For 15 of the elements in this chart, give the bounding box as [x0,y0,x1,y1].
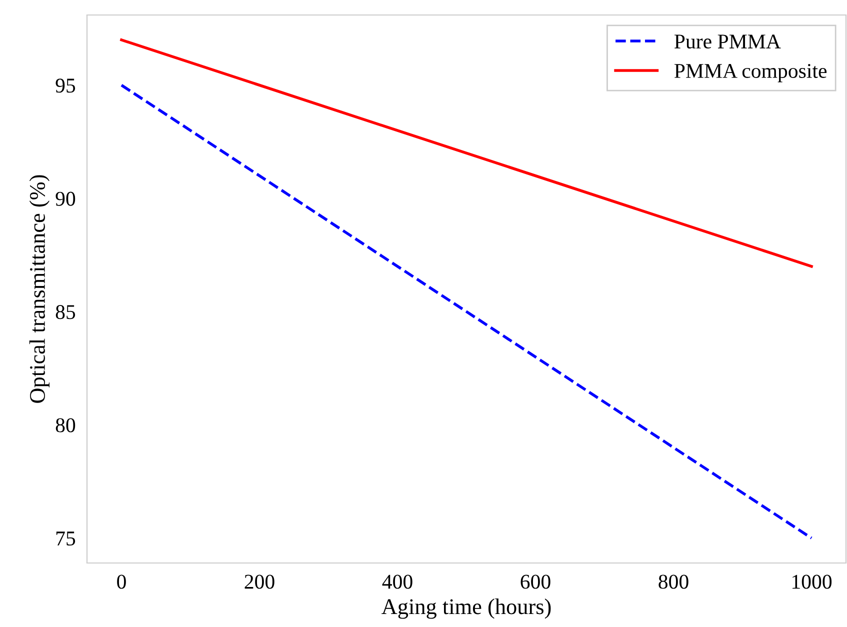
y-tick-label: 85 [56,305,76,320]
y-tick-label: 95 [56,78,76,93]
y-tick-label: 90 [56,192,76,206]
x-axis-title: Aging time (hours) [382,598,551,619]
y-axis-title: Optical transmittance (%) [29,175,50,403]
legend-label: Pure PMMA [674,34,781,49]
legend-label: PMMA composite [674,64,827,82]
y-tick-label: 75 [56,532,76,546]
x-tick-label: 1000 [792,574,832,589]
y-tick-label: 80 [56,418,76,432]
x-tick-label: 0 [117,574,126,589]
x-tick-label: 200 [244,574,274,589]
x-tick-label: 600 [520,574,550,589]
x-tick-label: 800 [658,574,688,589]
x-tick-label: 400 [382,574,412,589]
